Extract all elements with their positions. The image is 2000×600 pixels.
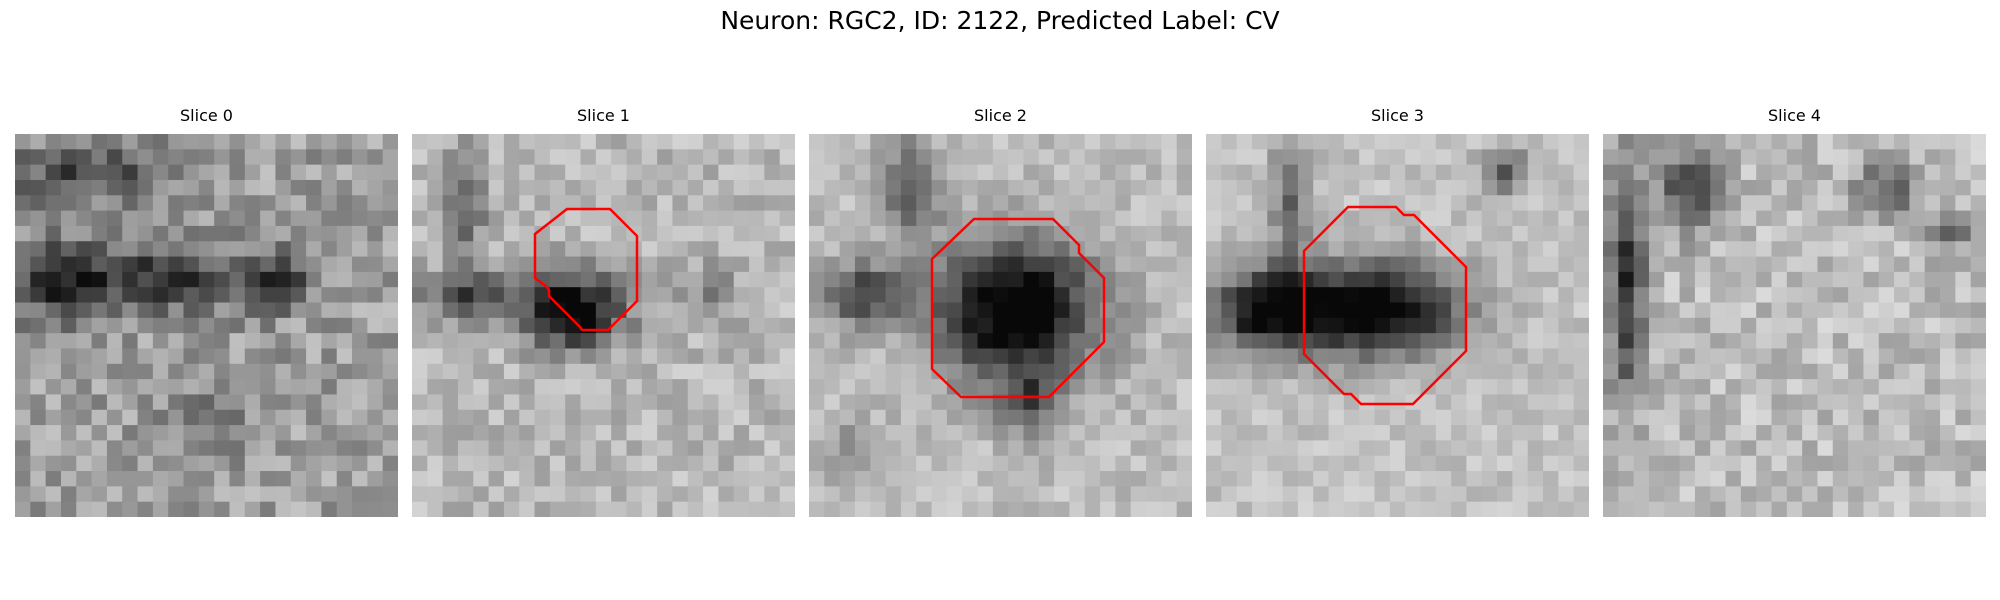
slice-svg-1 <box>412 134 795 517</box>
slice-svg-0 <box>15 134 398 517</box>
slice-svg-3 <box>1206 134 1589 517</box>
slice-panel-4: Slice 4 <box>1603 106 1986 524</box>
pixel-grid <box>1603 134 1986 517</box>
slice-title: Slice 2 <box>974 106 1027 125</box>
pixel-grid <box>15 134 398 517</box>
slice-title: Slice 1 <box>577 106 630 125</box>
pixel-grid <box>809 134 1192 517</box>
slice-image <box>1603 134 1986 517</box>
figure-title: Neuron: RGC2, ID: 2122, Predicted Label:… <box>720 6 1280 35</box>
slice-image <box>412 134 795 517</box>
slice-svg-4 <box>1603 134 1986 517</box>
roi-contour <box>1302 205 1468 406</box>
slice-image <box>1206 134 1589 517</box>
slice-panel-0: Slice 0 <box>15 106 398 524</box>
slice-image <box>809 134 1192 517</box>
slice-title: Slice 4 <box>1768 106 1821 125</box>
pixel-grid <box>412 134 795 517</box>
slice-svg-2 <box>809 134 1192 517</box>
slice-image <box>15 134 398 517</box>
slice-panel-1: Slice 1 <box>412 106 795 524</box>
slice-title: Slice 0 <box>180 106 233 125</box>
slice-title: Slice 3 <box>1371 106 1424 125</box>
roi-contour <box>533 207 639 332</box>
roi-contour <box>930 217 1106 399</box>
slice-panel-2: Slice 2 <box>809 106 1192 524</box>
slice-panel-3: Slice 3 <box>1206 106 1589 524</box>
pixel-grid <box>1206 134 1589 517</box>
